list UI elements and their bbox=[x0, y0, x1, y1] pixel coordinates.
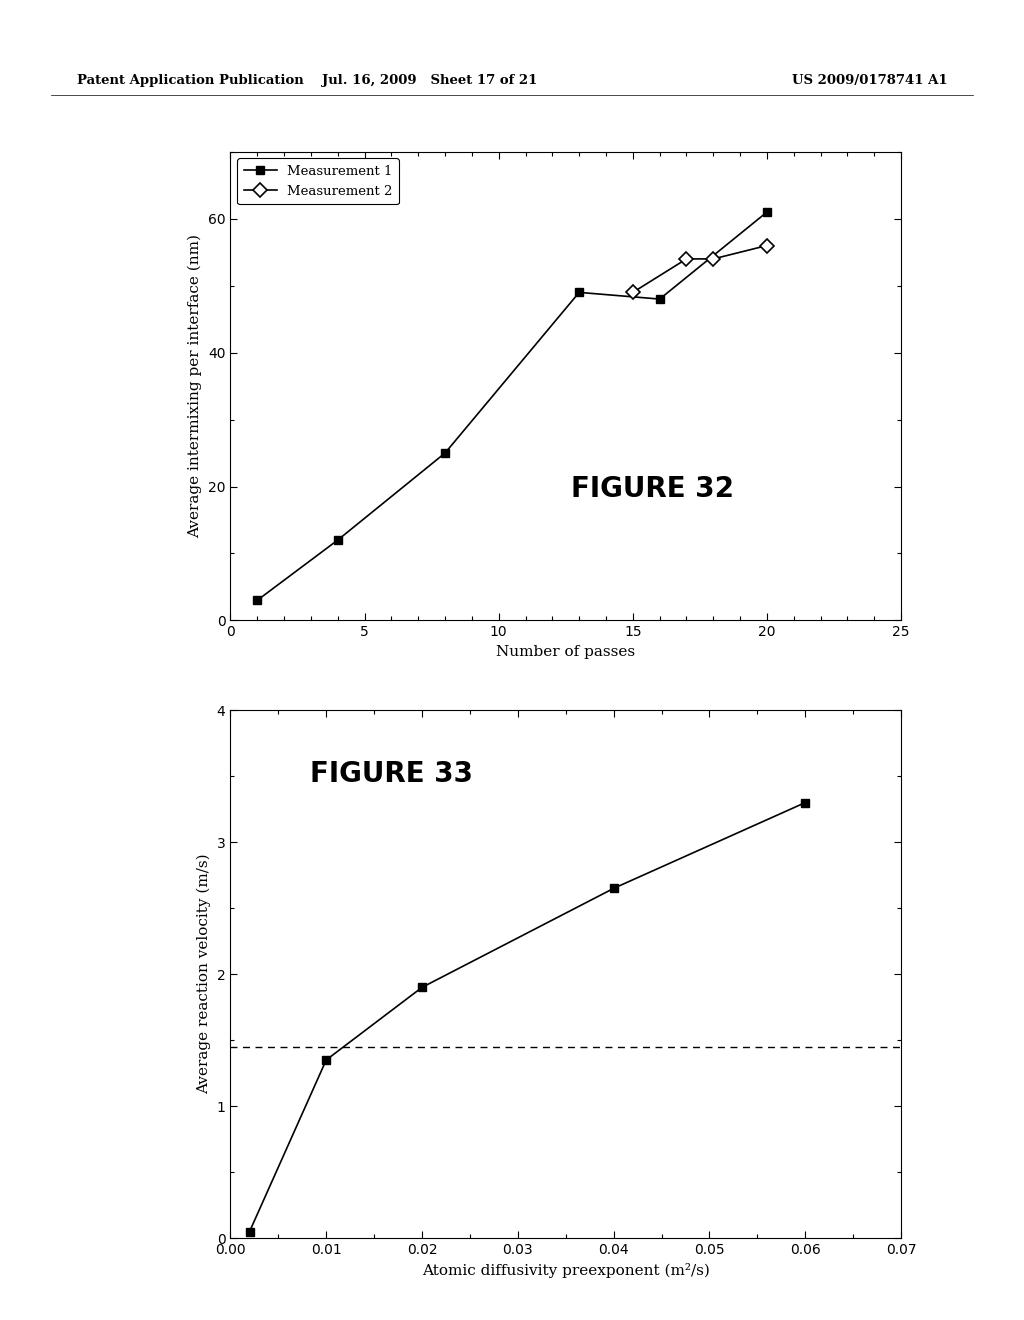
Y-axis label: Average intermixing per interface (nm): Average intermixing per interface (nm) bbox=[188, 234, 203, 539]
Measurement 1 bbox=[251, 593, 263, 609]
Measurement 1 bbox=[439, 445, 452, 461]
Measurement 2 bbox=[627, 284, 639, 300]
Measurement 1 bbox=[332, 532, 344, 548]
Y-axis label: Average reaction velocity (m/s): Average reaction velocity (m/s) bbox=[197, 854, 211, 1094]
X-axis label: Number of passes: Number of passes bbox=[497, 644, 635, 659]
Text: US 2009/0178741 A1: US 2009/0178741 A1 bbox=[792, 74, 947, 87]
Measurement 2 bbox=[761, 238, 773, 253]
Line: Measurement 1: Measurement 1 bbox=[253, 207, 771, 605]
Text: Patent Application Publication: Patent Application Publication bbox=[77, 74, 303, 87]
Text: FIGURE 33: FIGURE 33 bbox=[310, 759, 473, 788]
Measurement 2 bbox=[680, 251, 692, 267]
Measurement 1 bbox=[573, 284, 586, 300]
Measurement 1 bbox=[653, 292, 666, 308]
Measurement 2 bbox=[708, 251, 720, 267]
Text: Jul. 16, 2009   Sheet 17 of 21: Jul. 16, 2009 Sheet 17 of 21 bbox=[323, 74, 538, 87]
Legend: Measurement 1, Measurement 2: Measurement 1, Measurement 2 bbox=[237, 158, 399, 205]
Line: Measurement 2: Measurement 2 bbox=[628, 240, 772, 297]
Measurement 1 bbox=[761, 205, 773, 220]
X-axis label: Atomic diffusivity preexponent (m²/s): Atomic diffusivity preexponent (m²/s) bbox=[422, 1262, 710, 1278]
Text: FIGURE 32: FIGURE 32 bbox=[571, 475, 734, 503]
